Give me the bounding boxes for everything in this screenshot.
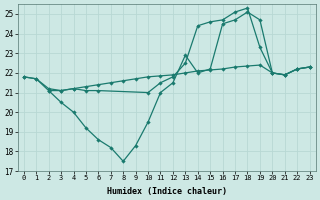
X-axis label: Humidex (Indice chaleur): Humidex (Indice chaleur) xyxy=(107,187,227,196)
